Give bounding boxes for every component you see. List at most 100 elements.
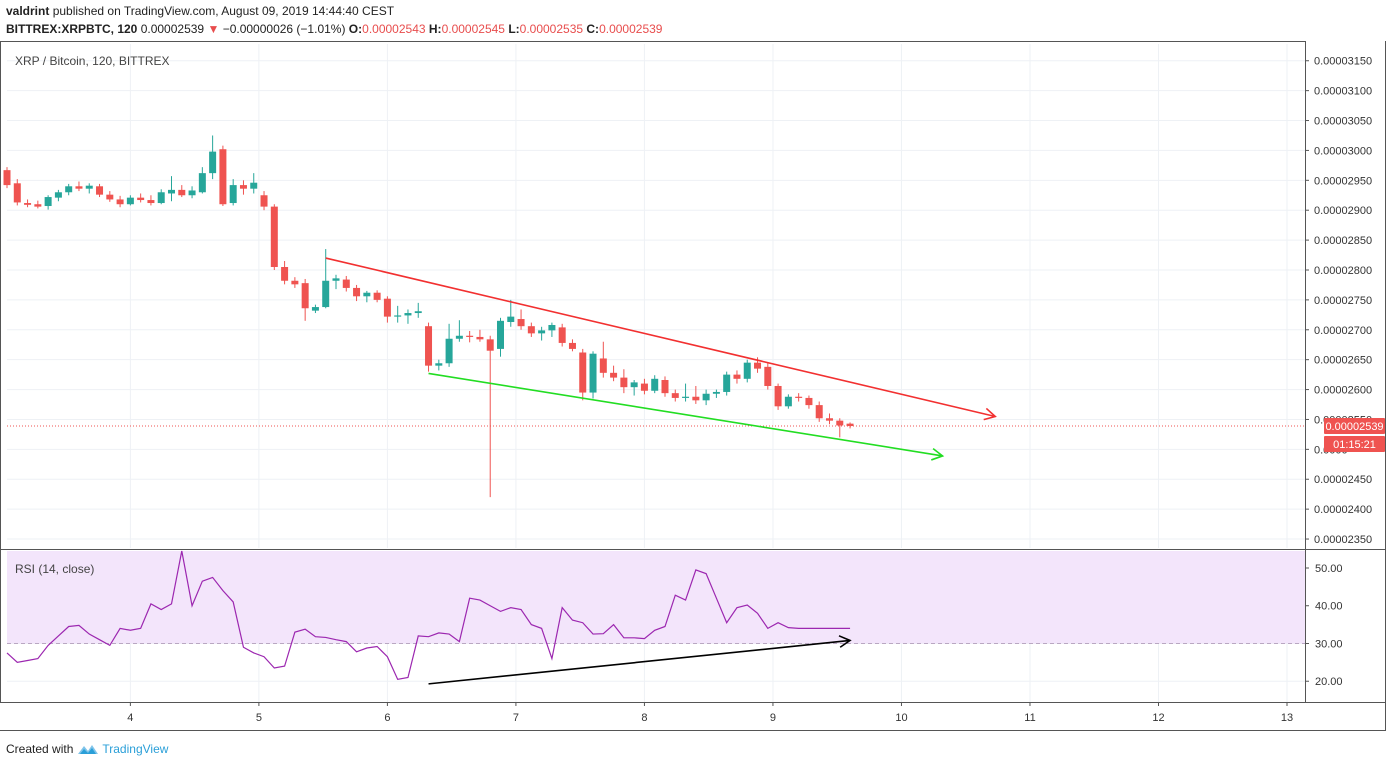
candle-body (96, 186, 104, 195)
candle-body (795, 396, 803, 398)
candle-body (486, 339, 494, 351)
publish-info: valdrint published on TradingView.com, A… (6, 4, 394, 18)
candle-body (65, 186, 73, 193)
candle-body (507, 316, 515, 323)
candle-body (209, 151, 217, 174)
candle-body (353, 287, 361, 297)
resistance-line (325, 257, 996, 418)
time-tick-label: 4 (127, 712, 133, 724)
candle-body (733, 374, 741, 379)
price-tick-label: 0.00002750 (1314, 295, 1372, 307)
ohlc-legend: BITTREX:XRPBTC, 120 0.00002539 ▼ −0.0000… (6, 22, 662, 36)
price-tick-label: 0.00002350 (1314, 534, 1372, 546)
candle-body (3, 170, 11, 186)
candle-body (342, 279, 350, 288)
time-tick-label: 12 (1152, 712, 1164, 724)
candle-body (34, 204, 42, 207)
candle-body (239, 185, 247, 189)
candle-body (496, 320, 504, 349)
down-arrow-icon: ▼ (207, 22, 220, 36)
candle-body (188, 190, 196, 196)
candle-body (404, 313, 412, 316)
candle-body (435, 363, 443, 366)
tradingview-brand[interactable]: TradingView (102, 742, 169, 756)
candle-body (527, 326, 535, 334)
price-change: −0.00000026 (−1.01%) (222, 22, 346, 36)
candle-body (764, 366, 772, 386)
price-tick-label: 0.00002900 (1314, 205, 1372, 217)
last-price-tag (1324, 418, 1385, 435)
candle-body (116, 199, 124, 205)
time-tick-label: 9 (770, 712, 776, 724)
candle-body (640, 383, 648, 391)
price-tick-label: 0.00002450 (1314, 474, 1372, 486)
candle-body (568, 342, 576, 349)
axes-group: 0.000023500.000024000.000024500.00000.00… (127, 56, 1385, 724)
rsi-title: RSI (14, close) (15, 562, 94, 576)
candle-body (682, 396, 690, 398)
candle-body (270, 206, 278, 268)
candle-body (589, 353, 597, 393)
high-value: 0.00002545 (441, 22, 505, 36)
time-tick-label: 11 (1024, 712, 1035, 724)
rsi-tick-label: 50.00 (1315, 563, 1343, 575)
countdown-tag (1324, 436, 1385, 453)
price-tick-label: 0.00003050 (1314, 116, 1372, 128)
candle-body (24, 203, 32, 205)
candle-body (373, 292, 381, 300)
candle-body (825, 418, 833, 421)
candle-body (754, 362, 762, 369)
candle-body (702, 393, 710, 401)
created-with-text: Created with (6, 742, 74, 756)
candle-body (260, 195, 268, 207)
footer: Created with TradingView (6, 742, 168, 756)
candle-body (198, 173, 206, 193)
candle-body (85, 185, 93, 189)
candle-body (322, 280, 330, 308)
candle-body (538, 330, 546, 334)
candle-body (846, 423, 854, 427)
price-tick-label: 0.00002650 (1314, 355, 1372, 367)
candles-group (3, 135, 854, 498)
rsi-line (6, 550, 851, 681)
time-tick-label: 7 (513, 712, 519, 724)
author-name[interactable]: valdrint (6, 4, 50, 18)
low-label: L: (508, 22, 520, 36)
rsi-divergence-line-arrowhead (838, 635, 852, 648)
candle-body (630, 382, 638, 388)
candle-body (425, 326, 433, 366)
open-label: O: (348, 22, 363, 36)
price-tick-label: 0.00003000 (1314, 145, 1372, 157)
candle-body (610, 372, 618, 378)
trendlines-group (325, 257, 997, 461)
candle-body (548, 324, 556, 331)
published-text: published on TradingView.com, August 09,… (52, 4, 395, 18)
countdown-tag-label: 01:15:21 (1333, 439, 1376, 451)
low-value: 0.00002535 (519, 22, 584, 36)
last-price: 0.00002539 (140, 22, 205, 36)
candle-body (445, 338, 453, 364)
candle-body (805, 397, 813, 406)
candle-body (54, 192, 62, 198)
pane-frames (0, 41, 1386, 731)
candle-body (13, 183, 21, 203)
rsi-divergence-line (428, 639, 851, 685)
candle-body (332, 278, 340, 281)
price-tick-label: 0.00002400 (1314, 504, 1372, 516)
candle-body (311, 307, 319, 311)
price-tick-label: 0.00003100 (1314, 86, 1372, 98)
candle-body (291, 280, 299, 285)
candle-body (743, 362, 751, 379)
candle-body (784, 396, 792, 407)
candle-body (178, 189, 186, 196)
candle-body (599, 358, 607, 373)
candle-body (157, 192, 165, 204)
candle-body (106, 194, 114, 200)
price-tick-label: 0.00002600 (1314, 385, 1372, 397)
price-tick-label: 0.00002950 (1314, 175, 1372, 187)
time-tick-label: 6 (384, 712, 390, 724)
candle-body (712, 391, 720, 394)
tradingview-logo-icon (78, 745, 99, 754)
candle-body (671, 393, 679, 398)
